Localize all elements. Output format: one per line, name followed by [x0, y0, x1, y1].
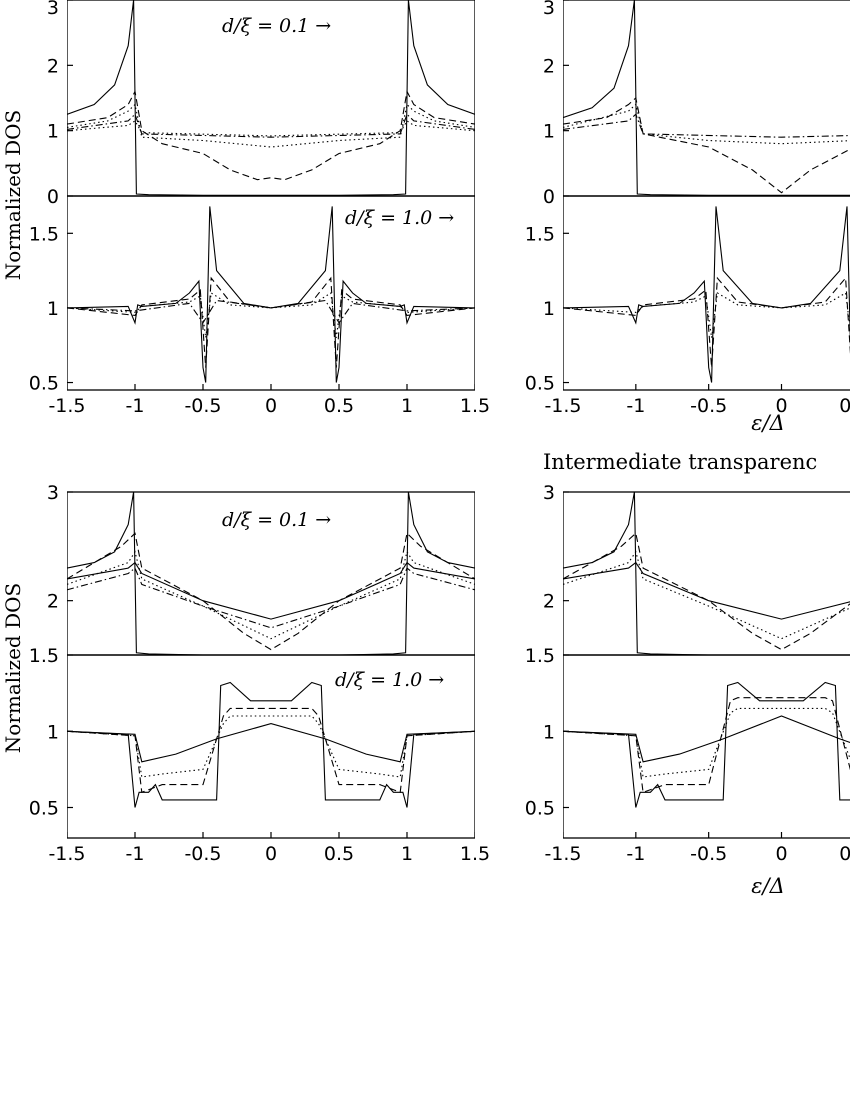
- y-axis-label-bottom: Normalized DOS: [1, 583, 25, 753]
- annotation-bl-lower: d/ξ = 1.0 →: [335, 669, 444, 691]
- annotation-tl-upper: d/ξ = 0.1 →: [222, 15, 331, 37]
- axes-frame-tr-upper: [563, 0, 850, 197]
- x-tick-label-bl-lower-4: 0.5: [324, 843, 354, 865]
- x-tick-label-tr-lower-0: -1.5: [544, 395, 581, 417]
- series-line-tr-upper-0: [563, 0, 850, 196]
- panel-tr-lower: [563, 195, 850, 391]
- series-line-tr-upper-3: [563, 113, 850, 138]
- x-tick-label-tl-lower-4: 0.5: [324, 395, 354, 417]
- series-line-bl-upper-3: [67, 550, 475, 640]
- series-line-br-lower-0: [563, 681, 850, 808]
- y-tick-label-tl-upper-3: 3: [47, 0, 59, 19]
- y-tick-label-tl-lower-2: 1.5: [29, 223, 59, 245]
- x-tick-label-tl-lower-5: 1: [401, 395, 413, 417]
- series-line-tr-lower-2: [563, 292, 850, 338]
- y-tick-label-tl-upper-2: 2: [47, 55, 59, 77]
- y-tick-label-br-upper-2: 3: [543, 482, 555, 504]
- y-tick-label-tl-lower-1: 1: [47, 298, 59, 320]
- x-tick-label-bl-lower-1: -1: [126, 843, 145, 865]
- series-line-tl-lower-0: [67, 206, 475, 383]
- x-tick-label-br-lower-4: 0.5: [839, 843, 850, 865]
- series-line-br-upper-0: [563, 491, 850, 656]
- series-line-bl-lower-3: [67, 723, 475, 763]
- section-title: Intermediate transparenc: [543, 450, 817, 474]
- series-line-tr-upper-2: [563, 103, 850, 145]
- x-tick-label-bl-lower-6: 1.5: [460, 843, 490, 865]
- y-tick-label-tr-lower-0: 0.5: [525, 373, 555, 395]
- x-tick-label-bl-lower-3: 0: [265, 843, 277, 865]
- y-tick-label-tr-lower-2: 1.5: [525, 223, 555, 245]
- x-tick-label-tl-lower-1: -1: [126, 395, 145, 417]
- annotation-tl-lower: d/ξ = 1.0 →: [345, 207, 454, 229]
- panel-tr-upper: [563, 0, 850, 197]
- series-line-tl-upper-0: [67, 0, 475, 196]
- series-line-bl-upper-1: [67, 561, 475, 620]
- x-tick-label-br-lower-2: -0.5: [690, 843, 727, 865]
- y-tick-label-br-lower-0: 0.5: [525, 798, 555, 820]
- x-tick-label-bl-lower-2: -0.5: [184, 843, 221, 865]
- y-tick-label-tl-upper-1: 1: [47, 121, 59, 143]
- series-line-bl-lower-1: [67, 707, 475, 794]
- series-line-br-lower-3: [563, 715, 850, 763]
- y-tick-label-bl-lower-1: 1: [47, 721, 59, 743]
- y-tick-label-bl-upper-0: 1.5: [29, 645, 59, 667]
- x-tick-label-tr-lower-1: -1: [626, 395, 645, 417]
- x-tick-label-tr-lower-4: 0.5: [839, 395, 850, 417]
- series-line-br-lower-1: [563, 697, 850, 794]
- panel-tl-lower: [67, 195, 475, 391]
- y-tick-label-tr-upper-3: 3: [543, 0, 555, 19]
- y-tick-label-tl-upper-0: 0: [47, 186, 59, 208]
- y-tick-label-bl-upper-1: 2: [47, 591, 59, 613]
- x-tick-label-tr-lower-2: -0.5: [690, 395, 727, 417]
- y-tick-label-tr-lower-1: 1: [543, 298, 555, 320]
- panel-br-upper: [563, 491, 850, 656]
- y-tick-label-bl-upper-2: 3: [47, 482, 59, 504]
- x-tick-label-tr-lower-3: 0: [775, 395, 787, 417]
- x-tick-label-br-lower-1: -1: [626, 843, 645, 865]
- x-tick-label-tl-lower-6: 1.5: [460, 395, 490, 417]
- series-line-br-upper-2: [563, 532, 850, 651]
- y-tick-label-tr-upper-0: 0: [543, 186, 555, 208]
- series-line-bl-upper-4: [67, 567, 475, 629]
- x-axis-label-top-right: ε/Δ: [751, 411, 785, 435]
- y-tick-label-br-lower-1: 1: [543, 721, 555, 743]
- series-line-tl-lower-3: [67, 299, 475, 324]
- annotation-bl-upper: d/ξ = 0.1 →: [222, 509, 331, 531]
- y-tick-label-br-upper-1: 2: [543, 591, 555, 613]
- series-line-tl-upper-3: [67, 113, 475, 138]
- x-tick-label-bl-lower-0: -1.5: [48, 843, 85, 865]
- y-tick-label-bl-lower-0: 0.5: [29, 798, 59, 820]
- x-tick-label-br-lower-0: -1.5: [544, 843, 581, 865]
- series-line-br-upper-1: [563, 561, 850, 620]
- y-tick-label-tr-upper-2: 2: [543, 55, 555, 77]
- x-tick-label-tl-lower-2: -0.5: [184, 395, 221, 417]
- x-tick-label-tl-lower-0: -1.5: [48, 395, 85, 417]
- y-tick-label-tl-lower-0: 0.5: [29, 373, 59, 395]
- series-line-br-upper-3: [563, 550, 850, 640]
- x-tick-label-tl-lower-3: 0: [265, 395, 277, 417]
- series-line-tl-lower-2: [67, 292, 475, 338]
- y-tick-label-br-upper-0: 1.5: [525, 645, 555, 667]
- panel-bl-lower: [67, 654, 475, 839]
- series-line-tl-upper-1: [67, 89, 475, 181]
- series-line-bl-upper-2: [67, 532, 475, 651]
- x-tick-label-br-lower-3: 0: [775, 843, 787, 865]
- panel-br-lower: [563, 654, 850, 839]
- series-line-br-lower-2: [563, 707, 850, 778]
- series-line-tl-upper-4: [67, 120, 475, 137]
- y-axis-label-top: Normalized DOS: [1, 110, 25, 280]
- series-line-tl-upper-2: [67, 103, 475, 148]
- panels-layer: 0 1 2 3 0.5 1 1.5 -1.5 -1 -0.5 0 0.5 1 1.5 0 1 2 3 0.5 1 1.5…: [29, 0, 850, 865]
- axes-frame-br-lower: [563, 654, 850, 839]
- series-line-tr-upper-1: [563, 96, 850, 194]
- y-tick-label-tr-upper-1: 1: [543, 121, 555, 143]
- axes-frame-br-upper: [563, 491, 850, 656]
- x-axis-label-bottom-right: ε/Δ: [751, 874, 785, 898]
- series-line-bl-lower-0: [67, 681, 475, 808]
- series-line-bl-lower-2: [67, 715, 475, 778]
- x-tick-label-bl-lower-5: 1: [401, 843, 413, 865]
- series-line-tl-lower-1: [67, 276, 475, 368]
